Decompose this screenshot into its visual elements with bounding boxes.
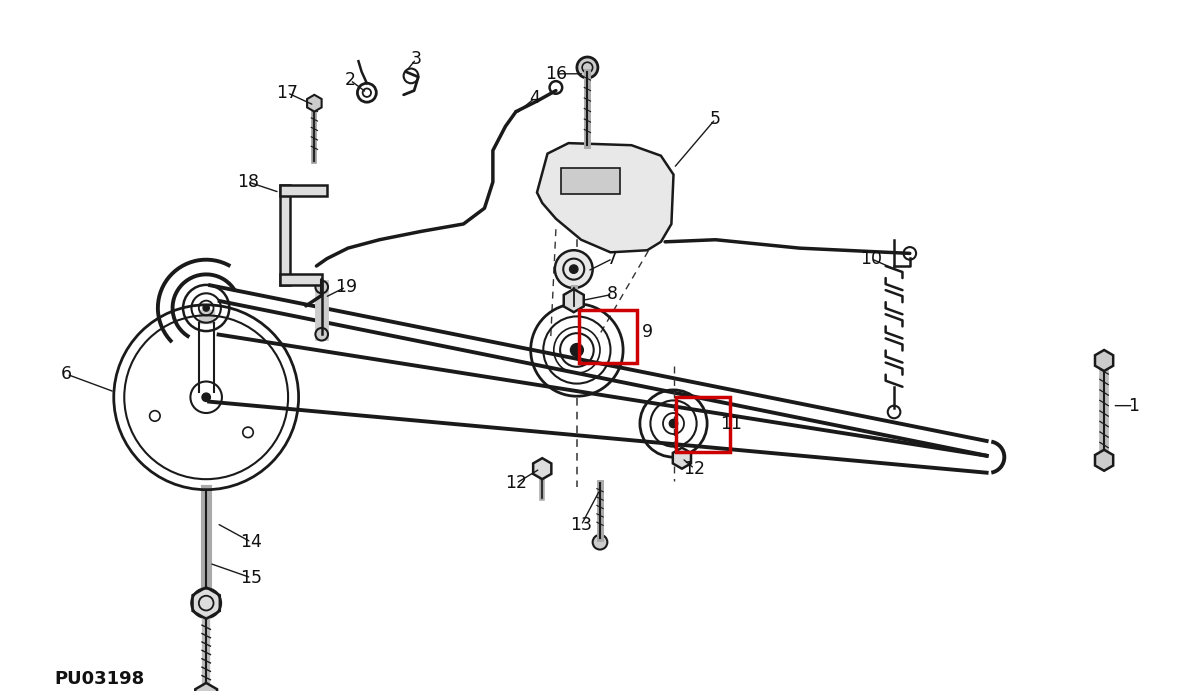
- Text: 5: 5: [710, 110, 721, 128]
- Polygon shape: [307, 94, 322, 111]
- Text: 6: 6: [61, 365, 72, 383]
- Circle shape: [670, 419, 678, 428]
- Circle shape: [316, 328, 328, 340]
- Circle shape: [192, 589, 221, 618]
- Text: 9: 9: [642, 323, 653, 341]
- Circle shape: [202, 393, 210, 402]
- Text: 12: 12: [505, 475, 527, 492]
- Circle shape: [571, 208, 582, 218]
- Bar: [676, 398, 731, 452]
- Text: 7: 7: [607, 250, 618, 267]
- Polygon shape: [673, 448, 691, 469]
- Polygon shape: [1094, 450, 1114, 471]
- Circle shape: [554, 250, 593, 288]
- Polygon shape: [196, 683, 217, 700]
- Text: 12: 12: [684, 460, 706, 477]
- Text: 11: 11: [720, 414, 743, 433]
- Circle shape: [570, 344, 583, 356]
- Polygon shape: [564, 289, 583, 312]
- Text: 15: 15: [240, 569, 263, 587]
- Text: 13: 13: [570, 517, 592, 534]
- Circle shape: [577, 57, 598, 78]
- Text: 18: 18: [238, 173, 259, 191]
- Circle shape: [626, 214, 637, 224]
- Text: 2: 2: [344, 71, 355, 89]
- Bar: [280, 185, 290, 285]
- Text: 8: 8: [607, 286, 618, 303]
- Text: 10: 10: [860, 250, 882, 267]
- Text: 14: 14: [240, 533, 263, 551]
- Text: 3: 3: [410, 50, 421, 68]
- Circle shape: [593, 535, 607, 550]
- Text: 4: 4: [529, 89, 540, 107]
- Text: 19: 19: [335, 278, 356, 296]
- Text: PU03198: PU03198: [54, 670, 144, 687]
- Circle shape: [570, 265, 578, 273]
- Text: 16: 16: [545, 65, 566, 83]
- Circle shape: [203, 304, 209, 311]
- Polygon shape: [536, 143, 673, 252]
- Bar: [562, 168, 620, 193]
- Text: 17: 17: [276, 84, 298, 102]
- Bar: [578, 310, 637, 363]
- Polygon shape: [1094, 350, 1114, 371]
- Bar: [280, 185, 326, 195]
- Circle shape: [316, 281, 328, 293]
- Polygon shape: [533, 458, 551, 480]
- Text: 1: 1: [1128, 397, 1139, 414]
- Bar: [280, 274, 322, 285]
